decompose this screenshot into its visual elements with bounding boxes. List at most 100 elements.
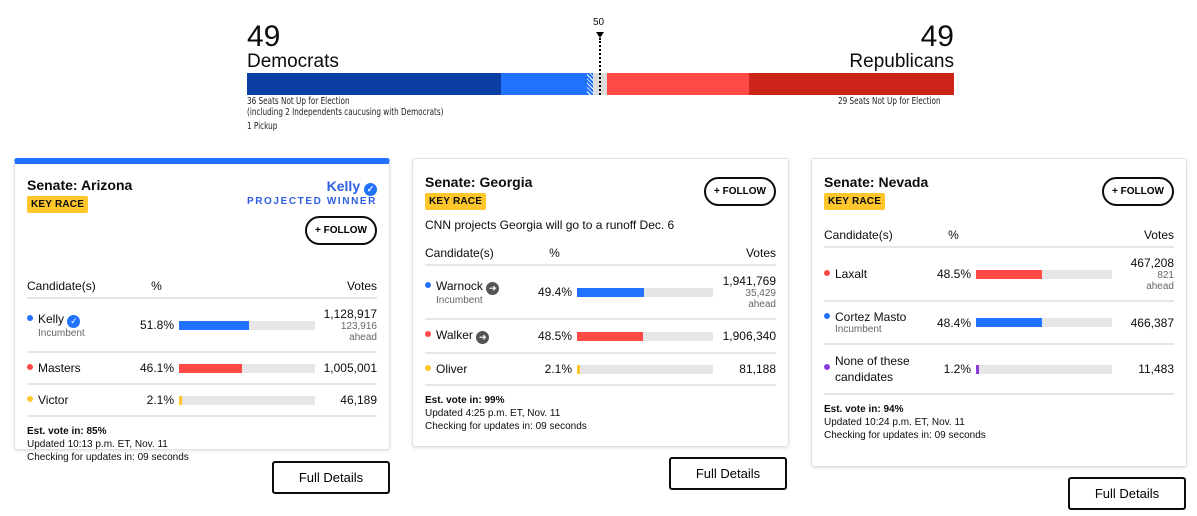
full-details-button[interactable]: Full Details [272,461,390,494]
candidate-votes: 466,387 [1130,315,1174,330]
majority-marker-icon [596,32,604,38]
candidate-name: Masters [38,361,81,375]
projected-winner-label: PROJECTED WINNER [246,196,377,207]
candidate-name: Kelly [38,311,65,326]
pct-bar [976,269,1112,279]
incumbent-label: Incumbent [835,324,882,335]
party-dot-icon [824,313,830,319]
candidate-name: None of these candidates [835,354,910,384]
party-dot-icon [27,364,33,370]
candidate-pct: 48.4% [936,301,976,345]
follow-button[interactable]: + FOLLOW [704,177,776,206]
candidate-pct: 49.4% [537,265,577,320]
header-votes: Votes [719,242,776,266]
pct-bar [976,318,1112,327]
majority-line [599,38,601,95]
bar-rep-won [607,73,749,95]
race-footer: Est. vote in: 99% Updated 4:25 p.m. ET, N… [425,394,776,433]
race-title: Senate: Georgia [425,174,533,190]
follow-button[interactable]: + FOLLOW [305,216,377,245]
votes-ahead: 123,916 ahead [340,321,377,343]
pct-bar-fill [976,364,979,374]
race-title: Senate: Nevada [824,174,929,190]
party-dot-icon [425,365,431,371]
votes-ahead: 821 ahead [1146,270,1174,292]
candidate-row: None of these candidates 1.2% 11,483 [824,344,1174,395]
winner-name: Kelly [326,178,361,194]
candidate-name: Laxalt [835,267,868,281]
updated-time: Updated 4:25 p.m. ET, Nov. 11 [425,408,561,419]
runoff-note: CNN projects Georgia will go to a runoff… [425,218,675,232]
pct-bar-fill [179,320,250,330]
candidate-name: Victor [38,393,69,407]
pct-bar-fill [577,287,645,297]
pct-bar-fill [179,395,182,405]
candidate-name: Oliver [436,362,468,376]
dem-note-2: (including 2 Independents caucusing with… [247,107,444,118]
header-votes: Votes [321,275,377,299]
est-vote: Est. vote in: 99% [425,395,505,406]
rep-label: Republicans [849,51,954,72]
party-dot-icon [824,270,830,276]
results-table: Candidate(s)% Votes Laxalt 48.5% 467,208 8… [824,224,1174,395]
dem-pickup-note: 1 Pickup [247,121,278,132]
dem-note-1: 36 Seats Not Up for Election [247,96,350,107]
rep-seat-count: 49 [920,20,954,53]
full-details-button[interactable]: Full Details [1068,477,1186,510]
pct-bar [179,320,315,330]
race-footer: Est. vote in: 94% Updated 10:24 p.m. ET, … [824,403,1174,442]
candidate-pct: 2.1% [139,384,179,417]
party-dot-icon [824,364,830,371]
results-table: Candidate(s)% Votes Kelly ✓ Incumbent 51.8… [27,275,377,417]
pct-bar-fill [976,318,1042,327]
candidate-row: Warnock ➜ Incumbent 49.4% 1,941,769 35,429… [425,265,776,320]
runoff-arrow-icon: ➜ [476,331,490,344]
pct-bar [179,363,315,373]
party-dot-icon [425,331,431,337]
projected-winner: Kelly ✓ PROJECTED WINNER [247,178,377,207]
dem-seat-count: 49 [247,20,281,53]
candidate-pct: 2.1% [537,353,577,386]
candidate-votes: 46,189 [340,393,377,407]
key-race-badge: KEY RACE [824,193,886,210]
candidate-votes: 1,906,340 [722,329,776,343]
candidate-votes: 81,188 [739,362,776,376]
party-dot-icon [27,314,33,321]
party-dot-icon [27,396,33,402]
update-countdown: Checking for updates in: 09 seconds [27,452,189,463]
header-pct: % [936,224,976,248]
runoff-arrow-icon: ➜ [486,281,500,295]
pct-bar-fill [577,364,580,374]
candidate-pct: 51.8% [139,298,179,353]
candidate-row: Kelly ✓ Incumbent 51.8% 1,128,917 123,916 … [27,298,377,353]
header-candidate: Candidate(s) [425,242,537,266]
race-footer: Est. vote in: 85% Updated 10:13 p.m. ET, … [27,425,377,464]
key-race-badge: KEY RACE [27,196,89,213]
candidate-row: Oliver 2.1% 81,188 [425,353,776,386]
candidate-name: Walker [436,328,473,342]
candidate-pct: 46.1% [139,352,179,385]
pct-bar [577,287,713,297]
candidate-votes: 11,483 [1138,362,1174,376]
candidate-votes: 1,941,769 [722,274,776,288]
check-icon: ✓ [364,183,377,196]
party-dot-icon [425,281,431,288]
check-icon: ✓ [67,314,81,328]
candidate-pct: 48.5% [537,319,577,354]
header-pct: % [537,242,577,266]
bar-dem-won [501,73,587,95]
candidate-name: Warnock [436,278,483,293]
key-race-badge: KEY RACE [425,193,487,210]
candidate-row: Victor 2.1% 46,189 [27,384,377,417]
header-candidate: Candidate(s) [824,224,936,248]
votes-ahead: 35,429 ahead [745,288,776,310]
full-details-button[interactable]: Full Details [669,457,787,490]
pct-bar [179,395,315,405]
follow-button[interactable]: + FOLLOW [1102,177,1174,206]
est-vote: Est. vote in: 94% [824,404,904,415]
candidate-pct: 1.2% [936,344,976,395]
updated-time: Updated 10:24 p.m. ET, Nov. 11 [824,417,965,428]
pct-bar [577,331,713,341]
candidate-votes: 1,005,001 [323,361,377,375]
candidate-votes: 467,208 [1130,256,1174,270]
